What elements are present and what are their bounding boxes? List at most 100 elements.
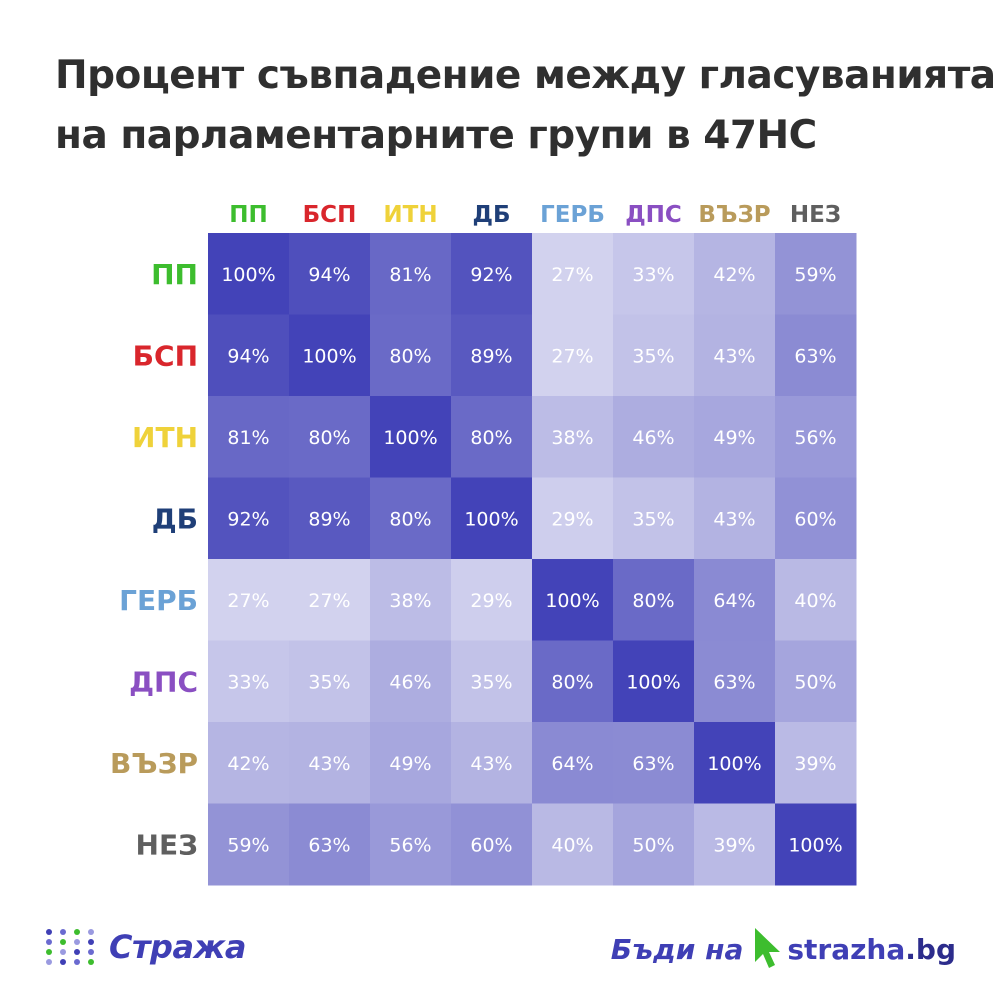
cell-value-label-3-0: 92% xyxy=(227,508,269,530)
heatmap-cell-1-7 xyxy=(775,314,857,397)
cell-value-label-5-0: 33% xyxy=(227,671,269,693)
cell-value-label-2-0: 81% xyxy=(227,427,269,449)
title-line-2: на парламентарните групи в 47НС xyxy=(55,113,817,158)
heatmap-cell-6-6 xyxy=(694,722,776,804)
heatmap-cell-7-2 xyxy=(370,803,452,886)
cell-value-label-3-1: 89% xyxy=(308,508,350,530)
logo-dot xyxy=(46,939,52,945)
logo-dot xyxy=(46,929,52,935)
cell-value-label-4-5: 80% xyxy=(632,590,674,612)
cell-value-label-2-5: 46% xyxy=(632,427,674,449)
heatmap-cell-1-1 xyxy=(289,314,371,397)
heatmap-cell-2-3 xyxy=(451,396,533,478)
heatmap-cell-4-6 xyxy=(694,559,776,641)
cell-value-label-7-4: 40% xyxy=(551,834,593,856)
cell-value-label-7-6: 39% xyxy=(713,834,755,856)
logo-dot xyxy=(60,939,66,945)
heatmap-cell-4-7 xyxy=(775,559,857,641)
cell-value-label-3-3: 100% xyxy=(464,508,518,530)
cell-value-label-2-4: 38% xyxy=(551,427,593,449)
heatmap-cell-0-1 xyxy=(289,233,371,315)
column-label-7: НЕЗ xyxy=(790,202,841,228)
cell-value-label-4-7: 40% xyxy=(794,590,836,612)
cell-value-label-6-3: 43% xyxy=(470,753,512,775)
heatmap-cell-4-5 xyxy=(613,559,695,641)
logo-dot xyxy=(46,949,52,955)
logo-dot xyxy=(74,949,80,955)
cell-value-label-2-6: 49% xyxy=(713,427,755,449)
heatmap-cell-6-5 xyxy=(613,722,695,804)
heatmap-cell-5-1 xyxy=(289,640,371,723)
heatmap-cell-6-2 xyxy=(370,722,452,804)
cell-value-label-4-6: 64% xyxy=(713,590,755,612)
heatmap-cell-3-4 xyxy=(532,477,614,560)
heatmap-cell-0-6 xyxy=(694,233,776,315)
heatmap-cell-0-0 xyxy=(208,233,290,315)
logo-dot xyxy=(46,959,52,965)
cell-value-label-1-1: 100% xyxy=(302,345,356,367)
logo-dot xyxy=(60,949,66,955)
cell-value-label-6-5: 63% xyxy=(632,753,674,775)
heatmap-cell-3-2 xyxy=(370,477,452,560)
cursor-arrow-icon xyxy=(755,928,781,968)
heatmap-cell-0-3 xyxy=(451,233,533,315)
heatmap-cell-3-0 xyxy=(208,477,290,560)
cell-value-label-0-5: 33% xyxy=(632,264,674,286)
column-label-3: ДБ xyxy=(472,202,510,228)
column-label-0: ПП xyxy=(229,202,268,228)
heatmap-cell-5-3 xyxy=(451,640,533,723)
site-name: strazha xyxy=(787,932,906,966)
row-label-5: ДПС xyxy=(129,665,198,698)
logo-dot xyxy=(60,959,66,965)
cell-value-label-4-1: 27% xyxy=(308,590,350,612)
cell-value-label-7-7: 100% xyxy=(788,834,842,856)
heatmap-cell-0-2 xyxy=(370,233,452,315)
cell-value-label-5-5: 100% xyxy=(626,671,680,693)
cell-value-label-5-4: 80% xyxy=(551,671,593,693)
cell-value-label-3-4: 29% xyxy=(551,508,593,530)
cell-value-label-5-1: 35% xyxy=(308,671,350,693)
heatmap-cell-5-4 xyxy=(532,640,614,723)
cell-value-label-6-0: 42% xyxy=(227,753,269,775)
heatmap-cell-2-5 xyxy=(613,396,695,478)
heatmap-cell-5-7 xyxy=(775,640,857,723)
cell-value-label-0-1: 94% xyxy=(308,264,350,286)
cell-value-label-1-2: 80% xyxy=(389,345,431,367)
heatmap-cell-2-6 xyxy=(694,396,776,478)
row-label-7: НЕЗ xyxy=(136,828,198,861)
cell-value-label-7-5: 50% xyxy=(632,834,674,856)
heatmap-cell-1-4 xyxy=(532,314,614,397)
heatmap-cell-6-1 xyxy=(289,722,371,804)
logo-dot xyxy=(74,939,80,945)
row-label-6: ВЪЗР xyxy=(110,747,198,780)
heatmap-cell-4-2 xyxy=(370,559,452,641)
heatmap-cell-1-6 xyxy=(694,314,776,397)
heatmap-cell-3-7 xyxy=(775,477,857,560)
cell-value-label-4-3: 29% xyxy=(470,590,512,612)
logo-dot xyxy=(88,949,94,955)
cell-value-label-3-2: 80% xyxy=(389,508,431,530)
heatmap-cell-2-4 xyxy=(532,396,614,478)
cell-value-label-1-6: 43% xyxy=(713,345,755,367)
heatmap-cell-6-3 xyxy=(451,722,533,804)
cell-value-label-6-1: 43% xyxy=(308,753,350,775)
logo-dots-icon xyxy=(46,929,95,965)
heatmap-cell-2-0 xyxy=(208,396,290,478)
cell-value-label-7-3: 60% xyxy=(470,834,512,856)
cell-value-label-5-3: 35% xyxy=(470,671,512,693)
row-label-0: ПП xyxy=(151,258,198,291)
footer-slogan[interactable]: Бъди на strazha .bg xyxy=(611,922,956,976)
logo-dot xyxy=(88,959,94,965)
heatmap-cell-3-3 xyxy=(451,477,533,560)
logo-dot xyxy=(88,929,94,935)
cell-value-label-4-0: 27% xyxy=(227,590,269,612)
cell-value-label-3-7: 60% xyxy=(794,508,836,530)
heatmap-cell-4-1 xyxy=(289,559,371,641)
cell-value-label-6-7: 39% xyxy=(794,753,836,775)
cell-value-label-0-6: 42% xyxy=(713,264,755,286)
strazha-logo[interactable]: Стража xyxy=(46,922,246,972)
cell-value-label-4-2: 38% xyxy=(389,590,431,612)
cell-value-label-2-3: 80% xyxy=(470,427,512,449)
heatmap-cell-0-4 xyxy=(532,233,614,315)
